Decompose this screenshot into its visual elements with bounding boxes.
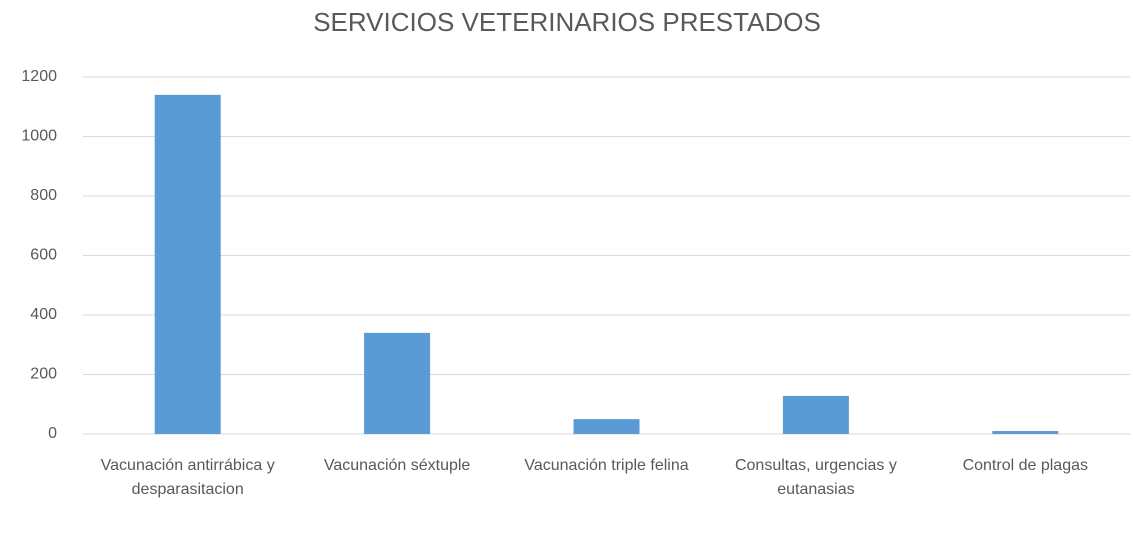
y-tick-label: 1000 (21, 128, 57, 145)
bar (154, 94, 221, 434)
y-tick-label: 400 (30, 306, 57, 323)
y-tick-label: 800 (30, 187, 57, 204)
x-tick-label: Control de plagas (963, 457, 1088, 474)
y-tick-label: 0 (48, 425, 57, 442)
bar (782, 395, 849, 434)
bar (364, 332, 431, 434)
x-tick-label: Vacunación triple felina (524, 457, 688, 474)
y-tick-label: 1200 (21, 68, 57, 85)
y-tick-label: 200 (30, 366, 57, 383)
bar (992, 431, 1059, 434)
x-tick-label: Vacunación antirrábica y desparasitacion (101, 457, 275, 498)
chart-title: SERVICIOS VETERINARIOS PRESTADOS (313, 7, 821, 37)
y-tick-label: 600 (30, 247, 57, 264)
bar (573, 419, 640, 434)
x-tick-label: Consultas, urgencias y eutanasias (735, 457, 897, 498)
x-tick-label: Vacunación séxtuple (324, 457, 471, 474)
